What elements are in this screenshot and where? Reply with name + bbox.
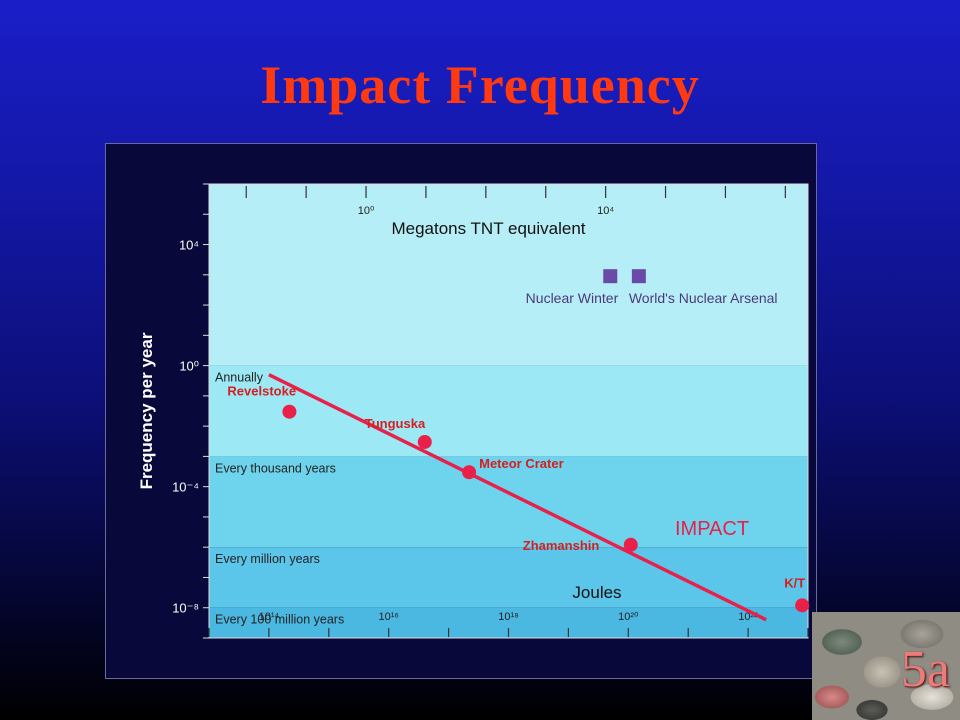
band-label: Every thousand years [215, 461, 336, 475]
impact-event-marker [462, 465, 477, 480]
reference-marker [631, 269, 646, 284]
bottom-axis-tick-label: 10¹⁶ [378, 611, 398, 623]
chart-frame: Annually Every thousand years Every millio… [105, 143, 817, 679]
left-axis-tick-label: 10⁰ [179, 359, 199, 374]
bottom-axis-title: Joules [572, 583, 621, 602]
reference-marker-label: Nuclear Winter [526, 290, 619, 306]
frequency-band [209, 456, 808, 548]
impact-event-label: Tunguska [365, 416, 426, 431]
reference-marker [603, 269, 618, 284]
frequency-band [209, 547, 808, 608]
reference-marker-label: World's Nuclear Arsenal [629, 290, 778, 306]
frequency-band [209, 365, 808, 457]
slide-title: Impact Frequency [260, 55, 700, 115]
plot-background-top [209, 184, 808, 366]
left-axis-tick-label: 10⁴ [179, 238, 199, 253]
top-axis-tick-label: 10⁴ [597, 205, 614, 217]
impact-series-line [268, 373, 767, 622]
band-label: Every million years [215, 552, 320, 566]
impact-frequency-chart: Annually Every thousand years Every millio… [137, 183, 810, 639]
rock-samples-photo: 5a [812, 612, 960, 720]
plot-border [208, 183, 809, 639]
band-label: Annually [215, 371, 264, 385]
impact-event-label: K/T [784, 575, 805, 590]
impact-event-label: Zhamanshin [523, 538, 600, 553]
impact-event-marker [623, 537, 638, 552]
impact-event-marker [282, 404, 297, 419]
band-label: Every 100 million years [215, 613, 344, 627]
impact-event-label: Revelstoke [227, 384, 296, 399]
left-axis-title: Frequency per year [137, 332, 156, 489]
slide-number-badge: 5a [900, 641, 950, 698]
bottom-axis-tick-label: 10¹⁴ [259, 611, 280, 623]
top-axis-tick-label: 10⁰ [358, 205, 375, 217]
top-axis-title: Megatons TNT equivalent [391, 219, 585, 238]
bottom-axis-tick-label: 10¹⁸ [498, 611, 519, 623]
left-axis-tick-label: 10⁻⁴ [172, 480, 199, 495]
impact-series-label: IMPACT [675, 518, 749, 540]
impact-event-label: Meteor Crater [479, 456, 564, 471]
bottom-axis-tick-label: 10²⁰ [618, 611, 639, 623]
impact-event-marker [795, 598, 810, 613]
impact-event-marker [417, 434, 432, 449]
left-axis-tick-label: 10⁻⁸ [172, 601, 199, 616]
